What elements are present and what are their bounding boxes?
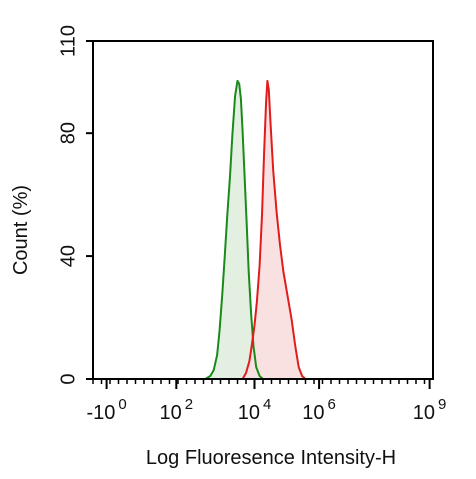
x-tick-exponent: 0	[118, 396, 126, 413]
x-axis: -10 0 10 2 10 4 10 6 10 9	[86, 379, 446, 424]
x-tick-base: 10	[160, 402, 182, 424]
x-tick-base: 10	[413, 402, 435, 424]
y-tick-label: 0	[57, 373, 79, 384]
x-tick-base: 10	[302, 402, 324, 424]
y-axis: 0 40 80 110	[57, 25, 93, 385]
histogram-fills	[205, 80, 306, 380]
histogram-lines	[204, 79, 307, 380]
series-1-line	[204, 79, 264, 380]
x-tick-label: 10 9	[413, 396, 447, 424]
x-tick-label: 10 4	[238, 396, 272, 424]
y-tick-label: 110	[57, 25, 79, 57]
y-axis-title: Count (%)	[10, 185, 32, 275]
x-tick-label: 10 6	[302, 396, 336, 424]
series-1-fill	[205, 80, 263, 380]
y-tick-label: 80	[57, 122, 79, 144]
x-axis-title: Log Fluoresence Intensity-H	[146, 447, 396, 469]
x-tick-exponent: 2	[185, 396, 193, 413]
x-tick-label: -10 0	[86, 396, 126, 424]
x-tick-base: 10	[238, 402, 260, 424]
x-tick-exponent: 9	[438, 396, 446, 413]
x-tick-base: -10	[86, 402, 115, 424]
series-2-fill	[242, 80, 306, 380]
y-tick-label: 40	[57, 245, 79, 267]
series-2-line	[241, 79, 307, 380]
x-tick-label: 10 2	[160, 396, 194, 424]
x-tick-exponent: 6	[328, 396, 336, 413]
x-tick-exponent: 4	[263, 396, 271, 413]
